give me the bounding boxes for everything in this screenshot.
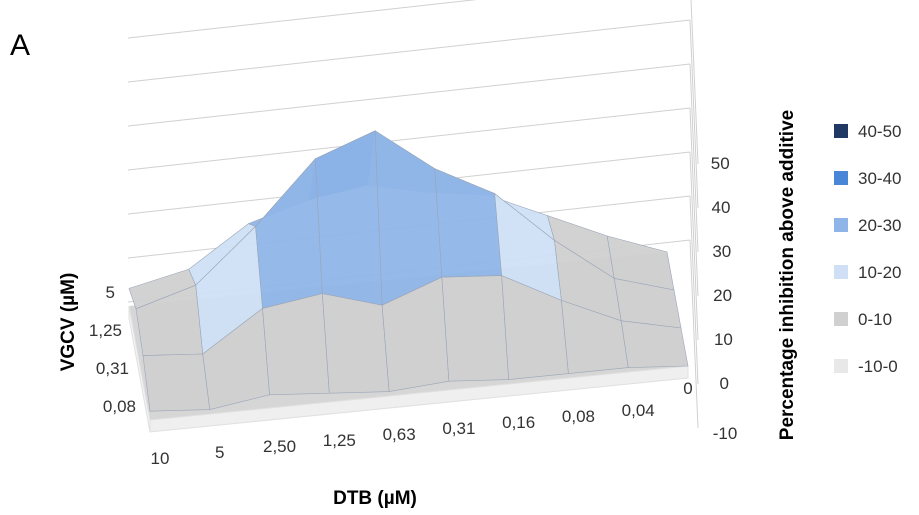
surface-facet: [315, 130, 383, 306]
y-axis-ticks: 0,08 0,31 1,25 5: [89, 283, 136, 416]
x-tick-label: 0,04: [622, 401, 655, 420]
legend-swatch: [834, 218, 848, 232]
y-tick-label: 0,31: [96, 359, 129, 378]
gridline: [689, 239, 699, 429]
gridline: [127, 19, 691, 83]
legend-label: -10-0: [858, 357, 898, 376]
z-tick-label: 0: [719, 374, 728, 393]
gridline: [689, 19, 699, 209]
legend-swatch: [834, 312, 848, 326]
surface-facet: [441, 275, 509, 382]
z-tick-label: 40: [712, 198, 731, 217]
legend-label: 0-10: [858, 310, 892, 329]
gridline: [690, 0, 699, 165]
x-tick-label: 0,63: [383, 425, 416, 444]
surface-facet: [262, 293, 330, 396]
legend-swatch: [834, 359, 848, 373]
surface-plot: [128, 130, 689, 412]
gridline: [689, 63, 699, 253]
x-tick-label: 10: [151, 449, 170, 468]
legend-label: 20-30: [858, 216, 901, 235]
x-tick-label: 0,08: [562, 407, 595, 426]
z-tick-label: 50: [711, 154, 730, 173]
gridline: [127, 63, 691, 127]
z-axis-ticks: -10 0 10 20 30 40 50: [711, 154, 738, 443]
x-tick-label: 5: [215, 443, 224, 462]
surface-facet: [620, 320, 689, 368]
gridline: [689, 107, 699, 297]
gridline: [127, 0, 478, 39]
y-tick-label: 0,08: [103, 397, 136, 416]
x-tick-label: 2,50: [263, 437, 296, 456]
legend-swatch: [834, 265, 848, 279]
gridline: [127, 107, 691, 171]
x-tick-label: 1,25: [323, 431, 356, 450]
legend-swatch: [834, 124, 848, 138]
x-tick-label: 0,31: [442, 419, 475, 438]
gridline: [689, 151, 699, 341]
z-tick-label: 20: [713, 286, 732, 305]
y-tick-label: 5: [106, 283, 115, 302]
x-axis-title: DTB (µM): [333, 488, 417, 509]
legend-label: 10-20: [858, 263, 901, 282]
floor-side-edge: [128, 305, 151, 433]
z-tick-label: 10: [714, 330, 733, 349]
surface-facet: [374, 130, 443, 306]
surface-facet: [434, 168, 502, 278]
z-tick-label: 30: [712, 242, 731, 261]
surface-facet: [322, 293, 390, 394]
y-axis-title: VGCV (µM): [58, 273, 79, 372]
z-axis-title: Percentage inhibition above additive: [777, 110, 798, 440]
legend-label: 40-50: [858, 122, 901, 141]
x-axis-ticks: 10 5 2,50 1,25 0,63 0,31 0,16 0,08 0,04 0: [151, 379, 693, 468]
surface-facet: [142, 353, 211, 412]
legend-label: 30-40: [858, 169, 901, 188]
legend-swatch: [834, 171, 848, 185]
legend: 40-50 30-40 20-30 10-20 0-10 -10-0: [834, 122, 901, 376]
x-tick-label: 0,16: [502, 413, 535, 432]
surface-facet: [255, 158, 323, 309]
x-tick-label: 0: [683, 379, 692, 398]
y-tick-label: 1,25: [89, 321, 122, 340]
gridline: [689, 195, 699, 385]
z-tick-label: -10: [713, 424, 738, 443]
panel-label: A: [10, 29, 30, 62]
